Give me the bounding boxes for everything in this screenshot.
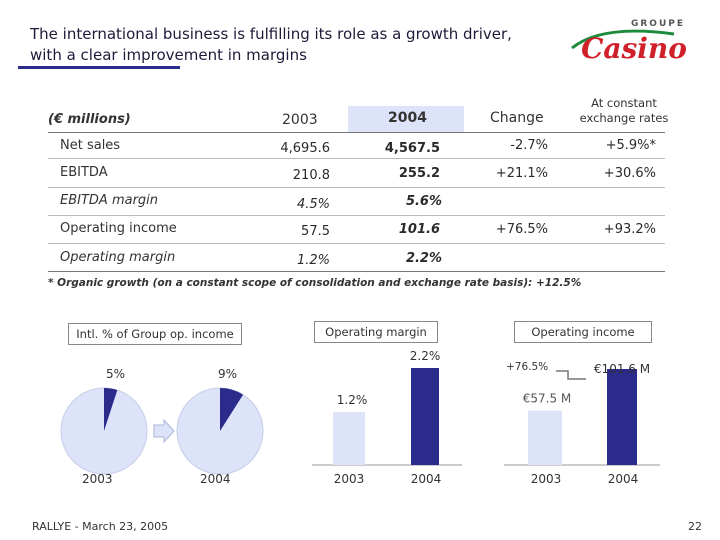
bar-2004-label: 2.2% xyxy=(410,349,441,363)
column-header-change: Change xyxy=(490,110,544,126)
cell-operating-income-change: +76.5% xyxy=(495,222,548,237)
growth-connector-line xyxy=(556,370,586,380)
footer-left: RALLYE - March 23, 2005 xyxy=(32,520,169,533)
logo-top-text: GROUPE xyxy=(631,19,685,29)
table-separator xyxy=(48,158,665,159)
cell-operating-income-constant: +93.2% xyxy=(603,222,656,237)
title-underline xyxy=(18,66,180,69)
title-line-1: The international business is fulfilling… xyxy=(30,25,512,43)
row-label-ebitda: EBITDA xyxy=(60,165,108,180)
bar-2003-label: €57.5 M xyxy=(523,392,572,406)
column-header-2003: 2003 xyxy=(282,112,318,128)
cell-ebitda-margin-2003: 4.5% xyxy=(296,197,330,212)
row-label-operating-income: Operating income xyxy=(60,221,177,236)
bar-2003 xyxy=(333,412,365,465)
unit-label: (€ millions) xyxy=(48,112,131,127)
pie-chart-title: Intl. % of Group op. income xyxy=(68,323,242,345)
pie-slice-2004 xyxy=(220,388,244,431)
constant-header-line1: At constant xyxy=(591,96,657,110)
arrow-right-icon xyxy=(153,418,175,444)
cell-net-sales-2004: 4,567.5 xyxy=(384,141,440,156)
pie-chart-intl-share: 5% 9% 2003 2004 xyxy=(60,367,264,486)
cell-operating-income-2004: 101.6 xyxy=(398,222,440,237)
cell-net-sales-change: -2.7% xyxy=(510,138,548,153)
bar-2003-year: 2003 xyxy=(531,472,562,486)
table-separator xyxy=(48,243,665,244)
cell-operating-margin-2003: 1.2% xyxy=(296,253,330,268)
logo-swoosh-icon xyxy=(571,29,675,50)
bar-2004 xyxy=(607,369,637,465)
cell-net-sales-2003: 4,695.6 xyxy=(280,141,330,156)
bar-2004-year: 2004 xyxy=(411,472,442,486)
pie-label-2004-year: 2004 xyxy=(200,472,231,486)
operating-margin-bar-chart: 1.2% 2.2% 2003 2004 xyxy=(312,349,462,486)
pie-label-2004-value: 9% xyxy=(218,367,237,381)
bar-2003-label: 1.2% xyxy=(337,393,368,407)
cell-ebitda-2004: 255.2 xyxy=(398,166,440,181)
logo-main-text: Casino xyxy=(581,32,687,64)
constant-header-line2: exchange rates xyxy=(579,111,669,125)
column-header-2004: 2004 xyxy=(388,110,427,126)
pie-slice-2003 xyxy=(104,388,118,431)
cell-ebitda-change: +21.1% xyxy=(495,166,548,181)
page-number: 22 xyxy=(688,520,702,533)
bar-2003-year: 2003 xyxy=(334,472,365,486)
bar-2004-year: 2004 xyxy=(608,472,639,486)
column-header-constant: At constant exchange rates xyxy=(574,96,674,126)
table-footnote: * Organic growth (on a constant scope of… xyxy=(48,277,582,289)
pie-label-2003-year: 2003 xyxy=(82,472,113,486)
slide-title: The international business is fulfilling… xyxy=(30,24,570,66)
row-label-net-sales: Net sales xyxy=(60,138,121,153)
row-label-operating-margin: Operating margin xyxy=(60,250,176,265)
growth-annotation: +76.5% xyxy=(506,361,548,373)
cell-ebitda-constant: +30.6% xyxy=(603,166,656,181)
table-separator xyxy=(48,187,665,188)
bar-2003 xyxy=(528,410,562,465)
column-2004-highlight xyxy=(348,106,464,132)
bar-2004-label: €101.6 M xyxy=(594,362,650,376)
operating-income-chart-title: Operating income xyxy=(514,321,652,343)
row-label-ebitda-margin: EBITDA margin xyxy=(60,193,159,208)
pie-label-2003-value: 5% xyxy=(106,367,125,381)
cell-operating-margin-2004: 2.2% xyxy=(405,251,442,266)
operating-income-bar-chart: €57.5 M €101.6 M +76.5% 2003 2004 xyxy=(504,361,660,486)
table-separator xyxy=(48,271,665,272)
cell-ebitda-margin-2004: 5.6% xyxy=(405,194,442,209)
groupe-casino-logo: GROUPE Casino xyxy=(571,19,687,64)
cell-ebitda-2003: 210.8 xyxy=(292,168,330,183)
cell-net-sales-constant: +5.9%* xyxy=(605,138,656,153)
cell-operating-income-2003: 57.5 xyxy=(301,224,330,239)
bar-2004 xyxy=(411,368,439,465)
table-separator xyxy=(48,132,665,133)
operating-margin-chart-title: Operating margin xyxy=(314,321,438,343)
title-line-2: with a clear improvement in margins xyxy=(30,46,307,64)
table-separator xyxy=(48,215,665,216)
